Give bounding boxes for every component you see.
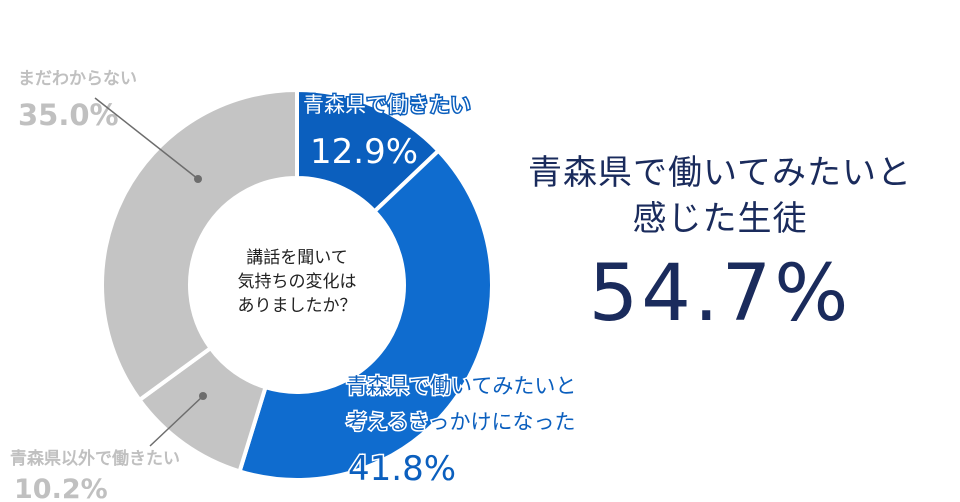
slice-3 xyxy=(100,87,299,403)
leader-dot-slice-3 xyxy=(194,175,202,183)
center-label-line-0: 講話を聞いて xyxy=(246,248,348,268)
leader-dot-slice-2 xyxy=(199,392,207,400)
slice-1-name-line-0: 青森県で働いてみたいと xyxy=(346,374,576,398)
center-label-line-1: 気持ちの変化は xyxy=(238,272,357,292)
slice-2-name: 青森県以外で働きたい xyxy=(10,448,180,469)
slice-1 xyxy=(237,147,494,482)
summary-line-1: 青森県で働いてみたいと xyxy=(528,153,912,193)
summary-panel: 青森県で働いてみたいと 感じた生徒 54.7% xyxy=(500,150,940,342)
leader-line-slice-3 xyxy=(94,97,199,180)
summary-value: 54.7% xyxy=(588,249,852,339)
slice-0-value: 12.9% xyxy=(310,132,418,172)
slice-1-name-line-1: 考えるきっかけになった xyxy=(346,410,576,434)
slice-2-value: 10.2% xyxy=(14,474,108,502)
slice-3-name: まだわからない xyxy=(18,69,137,89)
slice-0-name: 青森県で働きたい xyxy=(303,93,471,117)
summary-line-2: 感じた生徒 xyxy=(632,199,808,239)
slice-3-value: 35.0% xyxy=(18,98,119,132)
slice-1-value: 41.8% xyxy=(348,449,456,489)
center-label-line-2: ありましたか？ xyxy=(238,296,357,316)
leader-line-slice-2 xyxy=(149,395,204,447)
